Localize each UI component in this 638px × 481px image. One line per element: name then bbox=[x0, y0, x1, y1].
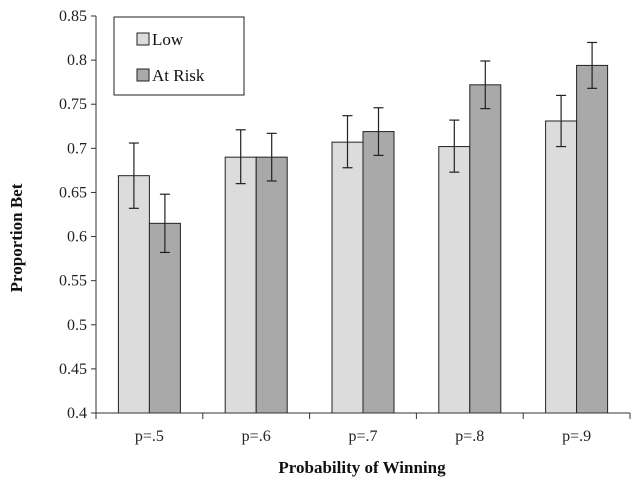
y-axis-title: Proportion Bet bbox=[7, 183, 26, 292]
bar-at-risk-5 bbox=[576, 64, 609, 414]
x-tick-label: p=.9 bbox=[562, 428, 591, 445]
x-tick-label: p=.7 bbox=[348, 428, 377, 445]
x-axis-title: Probability of Winning bbox=[278, 458, 446, 477]
bar-low-1 bbox=[117, 175, 150, 414]
legend: Low At Risk bbox=[113, 16, 245, 96]
legend-label-at-risk: At Risk bbox=[152, 66, 205, 85]
y-tick-label: 0.8 bbox=[67, 52, 87, 69]
bar-at-risk-2 bbox=[255, 156, 288, 414]
legend-swatch-at-risk bbox=[136, 68, 150, 82]
y-tick-label: 0.85 bbox=[59, 8, 87, 25]
y-tick-label: 0.5 bbox=[67, 317, 87, 334]
bar-at-risk-4 bbox=[469, 84, 502, 414]
legend-box bbox=[113, 16, 245, 96]
axes-group bbox=[95, 16, 630, 414]
error-bars-group bbox=[128, 41, 598, 254]
bar-low-5 bbox=[545, 120, 578, 414]
legend-label-low: Low bbox=[152, 30, 184, 49]
bar-low-3 bbox=[331, 141, 364, 414]
y-tick-label: 0.6 bbox=[67, 229, 87, 246]
x-tick-label: p=.5 bbox=[135, 428, 164, 445]
bar-low-2 bbox=[224, 156, 257, 414]
x-tick-label: p=.8 bbox=[455, 428, 484, 445]
bars-group bbox=[117, 64, 609, 414]
y-tick-label: 0.55 bbox=[59, 273, 87, 290]
y-tick-label: 0.4 bbox=[67, 405, 87, 422]
y-tick-label: 0.65 bbox=[59, 184, 87, 201]
y-tick-label: 0.75 bbox=[59, 96, 87, 113]
bar-low-4 bbox=[438, 146, 471, 414]
x-tick-label: p=.6 bbox=[242, 428, 271, 445]
y-axis-ticks: 0.4 0.45 0.5 0.55 0.6 0.65 0.7 0.75 0.8 0.85 bbox=[59, 8, 96, 422]
bar-at-risk-3 bbox=[362, 131, 395, 414]
legend-swatch-low bbox=[136, 32, 150, 46]
x-axis-ticks: p=.5 p=.6 p=.7 p=.8 p=.9 bbox=[95, 413, 631, 445]
y-tick-label: 0.45 bbox=[59, 361, 87, 378]
y-tick-label: 0.7 bbox=[67, 140, 87, 157]
